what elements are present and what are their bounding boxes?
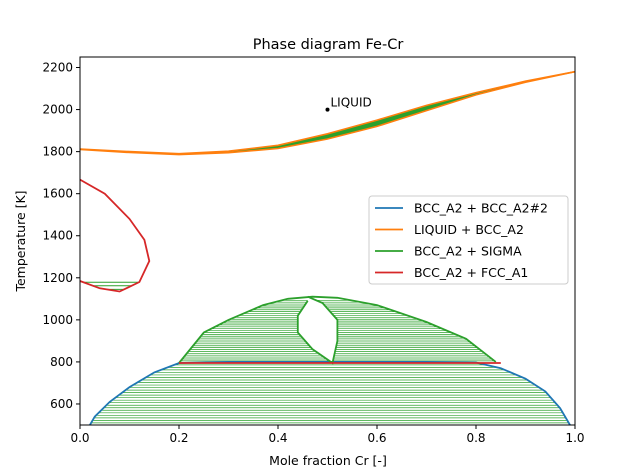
gamma-loop-boundary xyxy=(80,178,151,293)
plot-content: LIQUID xyxy=(80,70,575,425)
x-tick-label: 0.2 xyxy=(169,431,188,445)
x-axis-label: Mole fraction Cr [-] xyxy=(269,453,387,468)
annotation-label: LIQUID xyxy=(331,96,372,110)
x-tick-label: 0.4 xyxy=(268,431,287,445)
annotation-point xyxy=(325,107,330,112)
liquid-bcc-band xyxy=(80,71,575,155)
y-tick-label: 1200 xyxy=(42,271,73,285)
y-tick-label: 1600 xyxy=(42,187,73,201)
sigma-outer-boundary xyxy=(178,295,497,364)
sigma-inner-lobe-fill xyxy=(297,296,338,363)
axes-frame xyxy=(79,56,576,426)
y-tick-label: 2000 xyxy=(42,103,73,117)
y-axis-label: Temperature [K] xyxy=(13,190,28,292)
y-tick-label: 1400 xyxy=(42,229,73,243)
y-tick-label: 600 xyxy=(50,397,73,411)
solidus-line xyxy=(80,70,575,156)
y-tick-label: 1800 xyxy=(42,145,73,159)
y-tick-label: 2200 xyxy=(42,61,73,75)
legend-label: LIQUID + BCC_A2 xyxy=(414,222,524,237)
legend-label: BCC_A2 + SIGMA xyxy=(414,244,522,259)
x-tick-label: 0.0 xyxy=(70,431,89,445)
legend: BCC_A2 + BCC_A2#2 LIQUID + BCC_A2 BCC_A2 +… xyxy=(368,195,569,285)
x-tick-label: 1.0 xyxy=(565,431,584,445)
x-tick-label: 0.6 xyxy=(367,431,386,445)
axis-ticks: 0.0 0.2 0.4 0.6 0.8 1.0 600 800 1000 1200 1400 1600… xyxy=(42,61,584,445)
legend-box xyxy=(368,195,569,285)
plot-area: LIQUID xyxy=(80,70,575,425)
x-tick-label: 0.8 xyxy=(466,431,485,445)
chart-title: Phase diagram Fe-Cr xyxy=(253,37,404,53)
legend-label: BCC_A2 + BCC_A2#2 xyxy=(414,201,548,216)
liquidus-line xyxy=(80,70,575,155)
y-tick-label: 800 xyxy=(50,355,73,369)
legend-label: BCC_A2 + FCC_A1 xyxy=(414,265,528,280)
y-tick-label: 1000 xyxy=(42,313,73,327)
bcc-miscibility-boundary xyxy=(89,361,571,425)
